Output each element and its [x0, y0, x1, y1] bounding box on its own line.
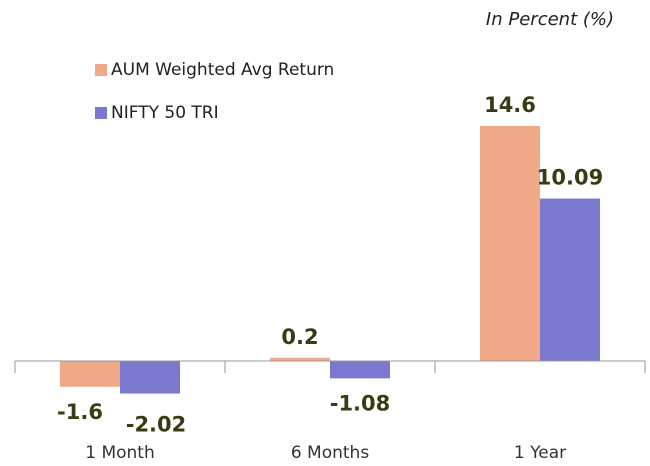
bar — [120, 361, 180, 394]
value-label: 0.2 — [281, 325, 318, 349]
bar — [60, 361, 120, 387]
x-tick-label: 6 Months — [291, 443, 370, 463]
bar — [270, 357, 330, 361]
legend-label: AUM Weighted Avg Return — [111, 60, 334, 80]
value-label: -1.08 — [330, 391, 391, 415]
x-tick-label: 1 Month — [85, 443, 155, 463]
value-label: 14.6 — [484, 93, 536, 117]
chart-subtitle: In Percent (%) — [486, 9, 614, 30]
legend-swatch — [95, 64, 107, 76]
legend-label: NIFTY 50 TRI — [111, 103, 219, 123]
bar — [330, 361, 390, 379]
bar — [480, 125, 540, 361]
legend-swatch — [95, 107, 107, 119]
value-label: -1.6 — [57, 400, 103, 424]
x-tick-label: 1 Year — [514, 443, 566, 463]
bar — [540, 198, 600, 361]
value-label: -2.02 — [126, 413, 187, 437]
value-label: 10.09 — [537, 166, 603, 190]
